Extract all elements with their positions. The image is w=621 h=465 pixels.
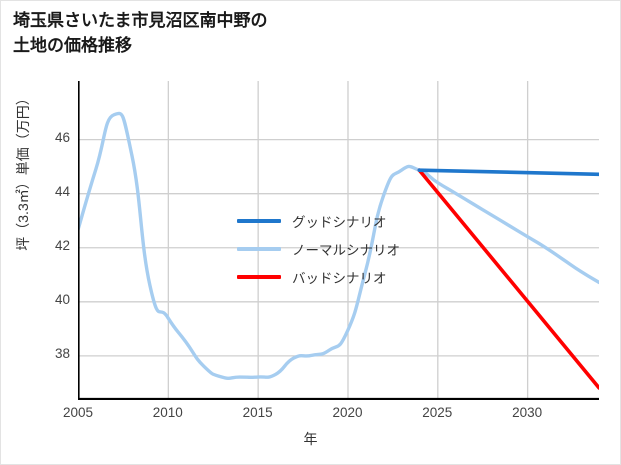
y-tick-label: 46 [54, 130, 70, 146]
legend-swatch-good-scenario [237, 219, 281, 223]
legend-swatch-normal-scenario [237, 247, 281, 251]
chart-title: 埼玉県さいたま市見沼区南中野の 土地の価格推移 [13, 11, 268, 55]
legend-swatch-bad-scenario [237, 275, 281, 279]
x-tick-label: 2015 [242, 405, 273, 420]
series-line-bad [417, 168, 599, 390]
data-series-layer [78, 111, 599, 390]
legend-label-bad-scenario: バッドシナリオ [292, 271, 387, 286]
y-tick-label: 38 [54, 346, 70, 362]
legend-item-normal-scenario[interactable]: ノーマルシナリオ [237, 235, 400, 263]
y-tick-label: 44 [54, 184, 70, 200]
x-axis-title: 年 [303, 431, 318, 447]
series-line-normal [78, 111, 599, 380]
x-tick-label: 2005 [62, 405, 94, 420]
gridlines [78, 81, 599, 400]
x-tick-label: 2030 [512, 405, 543, 420]
plot-area [78, 81, 599, 400]
x-tick-label: 2010 [152, 405, 183, 420]
legend-item-good-scenario[interactable]: グッドシナリオ [237, 207, 400, 235]
series-line-good [417, 168, 599, 177]
x-tick-label: 2020 [332, 405, 363, 420]
legend-label-normal-scenario: ノーマルシナリオ [292, 243, 400, 258]
x-tick-label: 2025 [422, 405, 453, 420]
legend-item-bad-scenario[interactable]: バッドシナリオ [237, 263, 400, 291]
y-axis-title: 坪（3.3㎡）単価（万円） [15, 91, 31, 251]
y-tick-label: 42 [54, 238, 70, 254]
chart-legend: グッドシナリオ ノーマルシナリオ バッドシナリオ [237, 207, 400, 291]
y-tick-label: 40 [54, 292, 70, 308]
legend-label-good-scenario: グッドシナリオ [292, 215, 387, 230]
